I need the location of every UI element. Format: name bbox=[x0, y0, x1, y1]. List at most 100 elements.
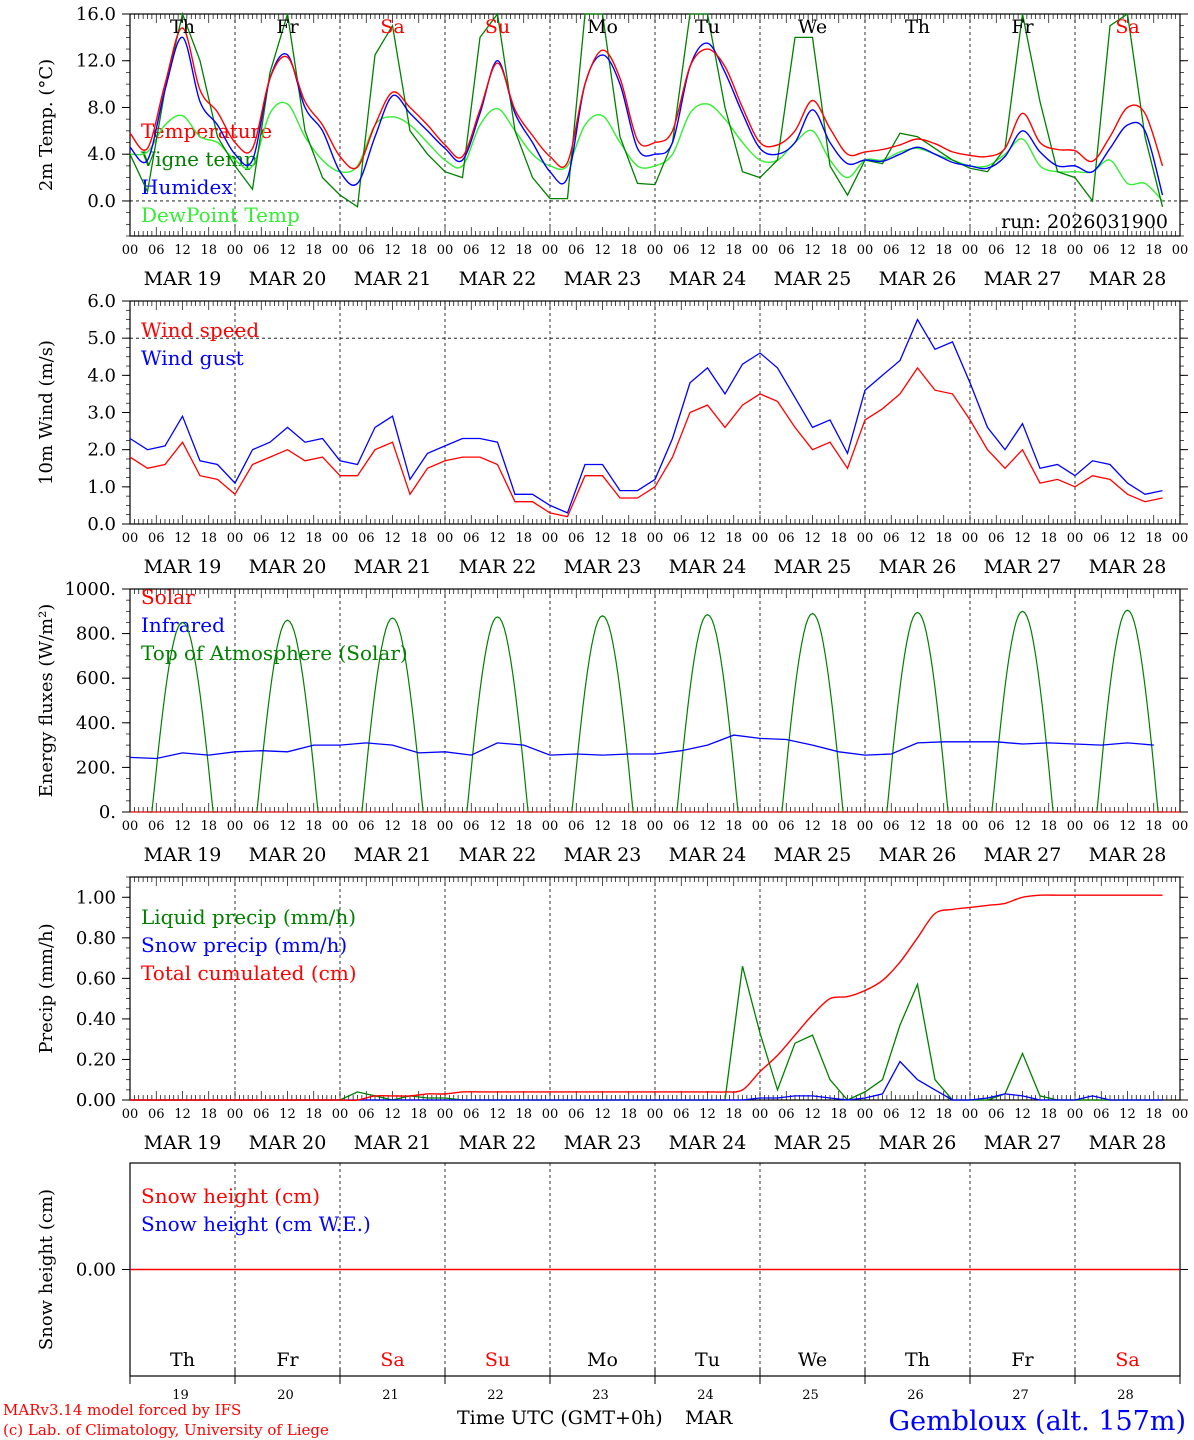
hour-tick-label: 00 bbox=[962, 531, 979, 546]
date-label: MAR 20 bbox=[249, 268, 327, 290]
date-label: MAR 26 bbox=[879, 1132, 957, 1154]
hour-tick-label: 06 bbox=[148, 531, 165, 546]
hour-tick-label: 00 bbox=[332, 1107, 349, 1122]
hour-tick-label: 06 bbox=[568, 531, 585, 546]
plot-frame bbox=[129, 588, 1181, 813]
hour-tick-label: 06 bbox=[568, 1107, 585, 1122]
y-tick-label: 12.0 bbox=[76, 51, 116, 72]
y-axis-title: Precip (mm/h) bbox=[36, 923, 57, 1053]
date-label: MAR 26 bbox=[879, 556, 957, 578]
hour-tick-label: 06 bbox=[778, 243, 795, 258]
hour-tick-label: 12 bbox=[699, 819, 716, 834]
legend-label: Total cumulated (cm) bbox=[141, 961, 357, 985]
hour-tick-label: 06 bbox=[358, 1107, 375, 1122]
y-tick-label: 1.0 bbox=[87, 477, 116, 498]
day-letter: Sa bbox=[1115, 16, 1139, 38]
hour-tick-label: 00 bbox=[437, 531, 454, 546]
day-letter: Sa bbox=[1115, 1349, 1139, 1371]
y-tick-label: 0.80 bbox=[76, 928, 116, 949]
hour-tick-label: 12 bbox=[594, 1107, 611, 1122]
day-number: 22 bbox=[487, 1388, 504, 1403]
hour-tick-label: 18 bbox=[200, 819, 217, 834]
hour-tick-label: 00 bbox=[857, 819, 874, 834]
legend-label: Wind speed bbox=[141, 318, 259, 342]
hour-tick-label: 12 bbox=[699, 243, 716, 258]
date-label: MAR 28 bbox=[1089, 268, 1167, 290]
y-tick-label: 5.0 bbox=[87, 328, 116, 349]
run-label: run: 2026031900 bbox=[1001, 211, 1168, 233]
hour-tick-label: 18 bbox=[305, 531, 322, 546]
legend-label: DewPoint Temp bbox=[141, 203, 300, 227]
hour-tick-label: 06 bbox=[883, 819, 900, 834]
y-tick-label: 6.0 bbox=[87, 291, 116, 312]
hour-tick-label: 18 bbox=[620, 243, 637, 258]
hour-tick-label: 06 bbox=[1093, 243, 1110, 258]
date-label: MAR 25 bbox=[774, 556, 852, 578]
hour-tick-label: 18 bbox=[725, 531, 742, 546]
hour-tick-label: 06 bbox=[778, 819, 795, 834]
hour-tick-label: 06 bbox=[988, 243, 1005, 258]
hour-tick-label: 06 bbox=[358, 531, 375, 546]
hour-tick-label: 00 bbox=[1067, 531, 1084, 546]
hour-tick-label: 18 bbox=[515, 531, 532, 546]
hour-tick-label: 00 bbox=[122, 819, 139, 834]
hour-tick-label: 18 bbox=[410, 1107, 427, 1122]
hour-tick-label: 12 bbox=[1119, 819, 1136, 834]
hour-tick-label: 00 bbox=[437, 819, 454, 834]
hour-tick-label: 06 bbox=[883, 531, 900, 546]
x-axis-title: Time UTC (GMT+0h) bbox=[457, 1407, 663, 1429]
hour-tick-label: 12 bbox=[804, 243, 821, 258]
hour-tick-label: 00 bbox=[1172, 1107, 1189, 1122]
toa-solar-curve bbox=[777, 612, 848, 813]
day-letter: Tu bbox=[695, 16, 720, 38]
toa-solar-curve bbox=[462, 616, 533, 813]
series-line-infrared bbox=[129, 734, 1154, 760]
hour-tick-label: 00 bbox=[332, 531, 349, 546]
date-label: MAR 21 bbox=[354, 268, 432, 290]
day-letter: Sa bbox=[380, 16, 404, 38]
date-label: MAR 25 bbox=[774, 1132, 852, 1154]
date-label: MAR 22 bbox=[459, 1132, 537, 1154]
date-label: MAR 27 bbox=[984, 268, 1062, 290]
hour-tick-label: 00 bbox=[857, 243, 874, 258]
hour-tick-label: 06 bbox=[778, 1107, 795, 1122]
hour-tick-label: 06 bbox=[883, 243, 900, 258]
toa-solar-curve bbox=[357, 617, 428, 813]
hour-tick-label: 18 bbox=[200, 531, 217, 546]
hour-tick-label: 12 bbox=[1014, 1107, 1031, 1122]
legend-label: Wind gust bbox=[141, 346, 244, 370]
hour-tick-label: 12 bbox=[804, 1107, 821, 1122]
hour-tick-label: 06 bbox=[463, 531, 480, 546]
hour-tick-label: 06 bbox=[463, 1107, 480, 1122]
hour-tick-label: 00 bbox=[542, 531, 559, 546]
chart-panel-1 bbox=[122, 13, 1188, 237]
hour-tick-label: 00 bbox=[542, 819, 559, 834]
day-letter: Sa bbox=[380, 1349, 404, 1371]
hour-tick-label: 18 bbox=[305, 819, 322, 834]
date-label: MAR 28 bbox=[1089, 1132, 1167, 1154]
legend-label: Infrared bbox=[141, 613, 225, 637]
day-letter: Fr bbox=[276, 16, 299, 38]
hour-tick-label: 00 bbox=[437, 1107, 454, 1122]
y-axis-title: 2m Temp. (°C) bbox=[36, 59, 57, 191]
hour-tick-label: 06 bbox=[463, 819, 480, 834]
hour-tick-label: 00 bbox=[1067, 819, 1084, 834]
hour-tick-label: 12 bbox=[594, 243, 611, 258]
hour-tick-label: 18 bbox=[1145, 243, 1162, 258]
date-label: MAR 19 bbox=[144, 556, 222, 578]
day-number: 23 bbox=[592, 1388, 609, 1403]
hour-tick-label: 06 bbox=[673, 1107, 690, 1122]
hour-tick-label: 12 bbox=[909, 531, 926, 546]
toa-solar-curve bbox=[1092, 609, 1163, 813]
chart-panel-3 bbox=[122, 588, 1188, 813]
y-tick-label: 8.0 bbox=[87, 97, 116, 118]
hour-tick-label: 18 bbox=[620, 819, 637, 834]
hour-tick-label: 00 bbox=[647, 1107, 664, 1122]
date-label: MAR 22 bbox=[459, 844, 537, 866]
hour-tick-label: 18 bbox=[1040, 1107, 1057, 1122]
hour-tick-label: 00 bbox=[962, 1107, 979, 1122]
day-letter: Su bbox=[485, 1349, 510, 1371]
hour-tick-label: 12 bbox=[909, 243, 926, 258]
hour-tick-label: 18 bbox=[1040, 243, 1057, 258]
footer-model-credit: MARv3.14 model forced by IFS bbox=[3, 1401, 241, 1419]
